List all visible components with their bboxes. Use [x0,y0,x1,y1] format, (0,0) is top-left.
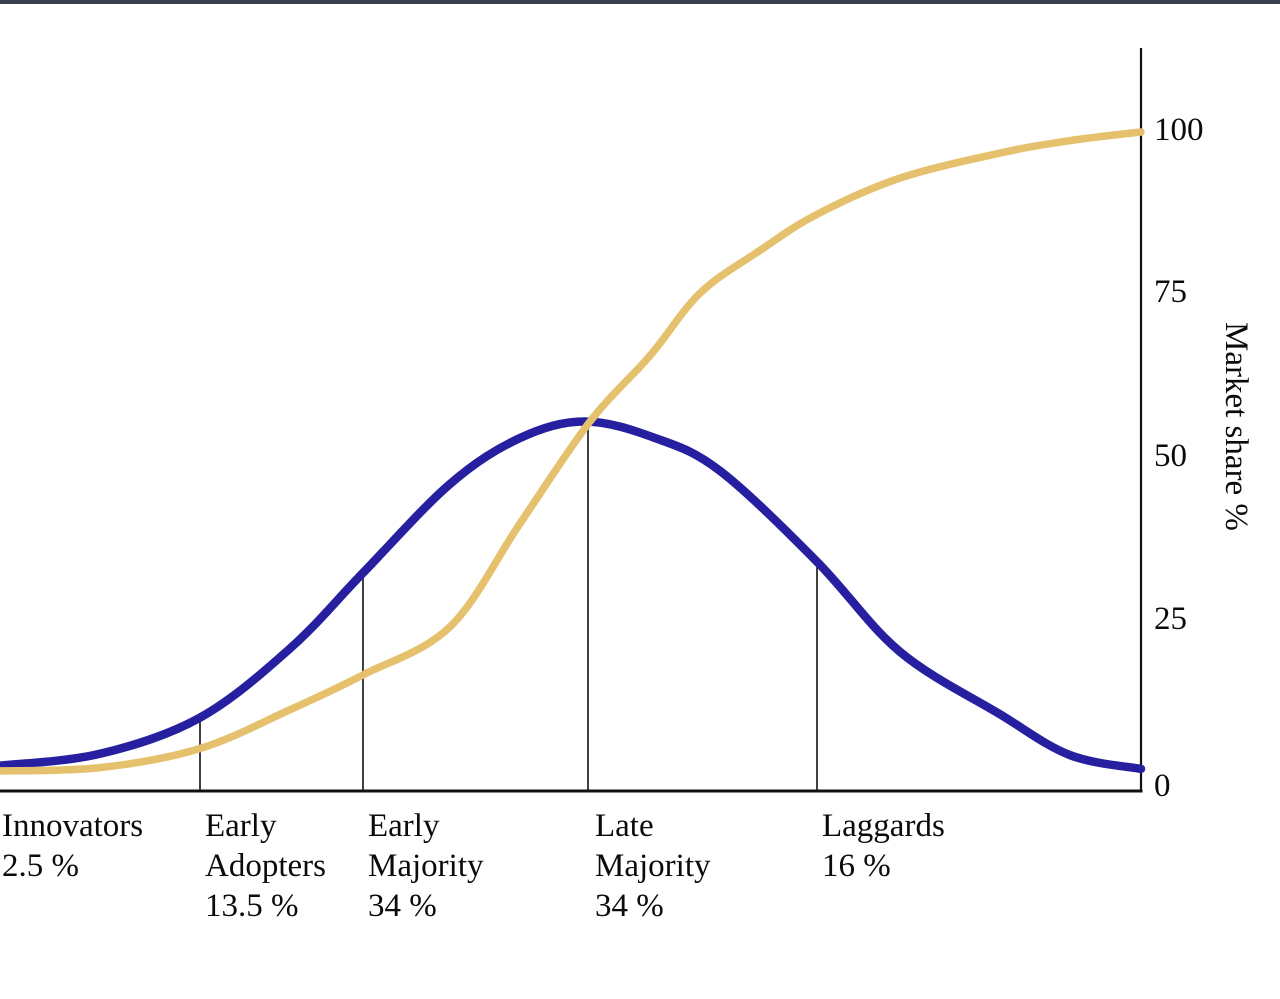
y-tick-label-100: 100 [1154,112,1204,148]
segment-name-line2: Adopters [205,848,326,884]
segment-name: Laggards [822,808,945,844]
y-tick-label-50: 50 [1154,438,1187,474]
segment-share: 34 % [595,888,664,924]
y-axis-title: Market share % [1218,322,1254,531]
segment-label-early-majority: Early Majority 34 % [368,806,483,926]
y-tick-label-75: 75 [1154,274,1187,310]
segment-name-line2: Majority [595,848,711,884]
segment-share: 34 % [368,888,437,924]
segment-share: 13.5 % [205,888,299,924]
segment-label-late-majority: Late Majority 34 % [595,806,710,926]
top-border-bar [0,0,1280,4]
y-tick-label-25: 25 [1154,601,1187,637]
segment-label-laggards: Laggards 16 % [822,806,945,886]
segment-name: Early [205,808,277,844]
segment-name: Early [368,808,440,844]
segment-share: 2.5 % [2,848,79,884]
segment-label-early-adopters: Early Adopters 13.5 % [205,806,326,926]
segment-name: Late [595,808,654,844]
segment-name: Innovators [2,808,144,844]
segment-share: 16 % [822,848,891,884]
y-tick-label-0: 0 [1154,768,1171,804]
segment-label-innovators: Innovators 2.5 % [2,806,143,886]
segment-name-line2: Majority [368,848,484,884]
